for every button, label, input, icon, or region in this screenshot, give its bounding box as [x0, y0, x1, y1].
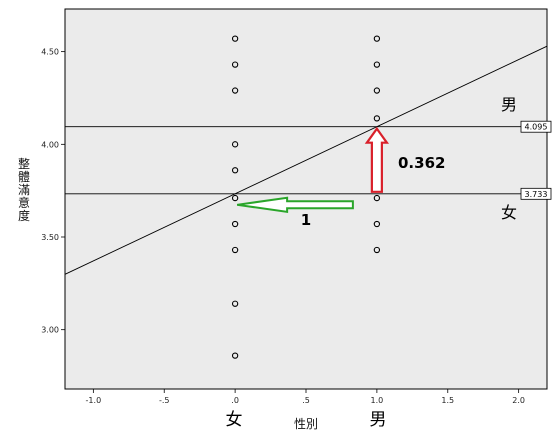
data-point: [231, 352, 239, 359]
data-point: [231, 194, 239, 202]
reference-line-label-box: [520, 187, 552, 200]
x-tick-label: .0: [231, 396, 239, 405]
data-point: [231, 300, 239, 307]
reference-line-value: 4.095: [525, 123, 548, 132]
x-tick-label: -.5: [159, 396, 170, 405]
x-tick-label: 1.5: [441, 396, 454, 405]
data-point: [373, 220, 381, 228]
data-point: [231, 141, 239, 148]
y-axis-label: 整體滿意度: [18, 156, 30, 223]
reference-lines: 4.095 3.733: [65, 120, 552, 200]
reference-line-label-box: [520, 120, 552, 133]
data-points: [231, 35, 381, 359]
data-point: [231, 61, 239, 68]
category-label-male: 男: [370, 410, 387, 430]
annotation-arrows: [236, 126, 390, 213]
horizontal-arrow-label: 1: [301, 211, 311, 229]
data-point: [231, 35, 239, 42]
x-tick-label: .5: [302, 396, 310, 405]
data-point: [231, 87, 239, 94]
data-point: [373, 61, 381, 68]
vertical-arrow-label: 0.362: [398, 154, 445, 172]
data-point: [373, 115, 381, 122]
vertical-arrow: [364, 126, 390, 193]
data-point: [373, 194, 381, 202]
y-tick-label: 3.50: [41, 233, 59, 242]
data-point: [373, 35, 381, 42]
group-label-male: 男: [501, 95, 517, 114]
category-label-female: 女: [226, 410, 243, 430]
data-point: [231, 220, 239, 228]
regression-line-group: [64, 45, 548, 275]
x-tick-label: 1.0: [371, 396, 384, 405]
data-point: [373, 87, 381, 94]
data-point: [231, 167, 239, 174]
data-point: [231, 246, 239, 254]
y-tick-label: 3.00: [41, 326, 59, 335]
regression-line: [64, 45, 548, 275]
y-tick-label: 4.00: [41, 140, 59, 149]
data-point: [373, 246, 381, 254]
reference-line-value: 3.733: [525, 190, 548, 199]
horizontal-arrow: [236, 196, 354, 213]
x-axis-ticks: -1.0 -.5 .0 .5 1.0 1.5 2.0: [86, 389, 525, 405]
y-tick-label: 4.50: [41, 48, 59, 57]
x-tick-label: -1.0: [86, 396, 102, 405]
y-axis-ticks: 3.00 3.50 4.00 4.50: [41, 48, 65, 335]
plot-area: [64, 8, 548, 390]
group-label-female: 女: [501, 203, 517, 222]
x-axis-label: 性別: [294, 417, 318, 431]
x-tick-label: 2.0: [512, 396, 525, 405]
